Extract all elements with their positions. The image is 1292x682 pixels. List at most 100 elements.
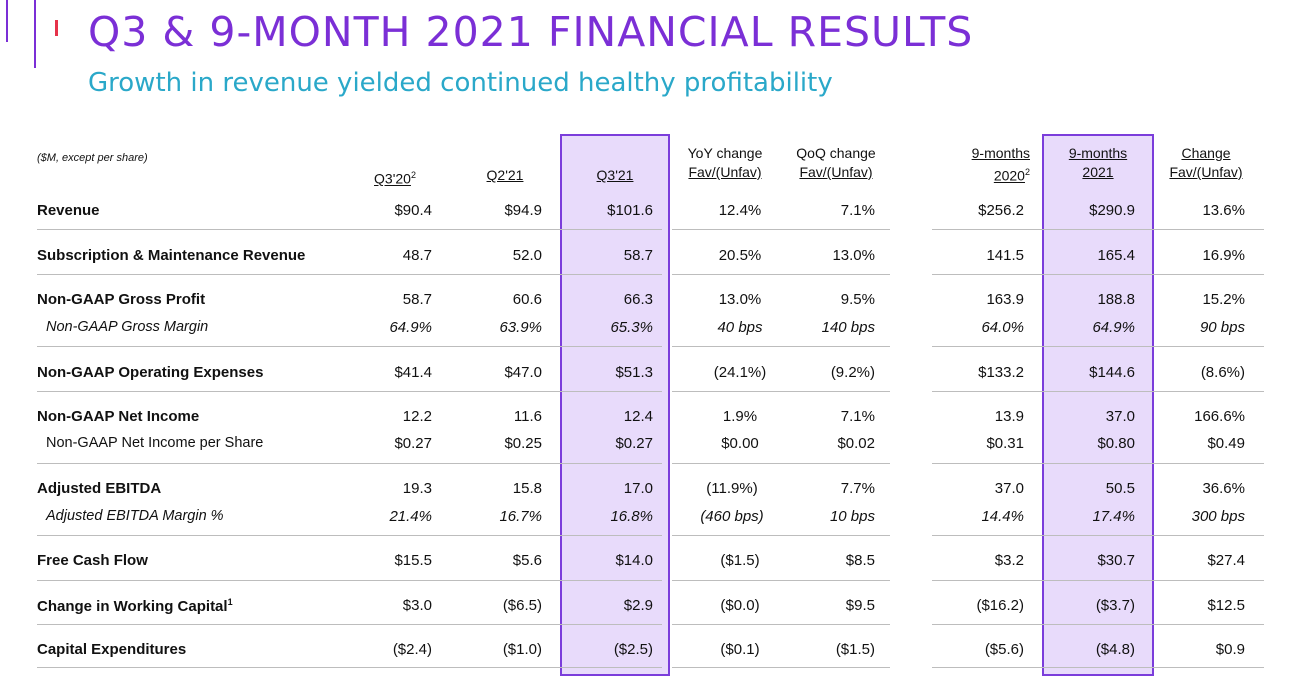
col-header-yoy: YoY change Fav/(Unfav) bbox=[687, 145, 763, 180]
table-cell: ($2.5) bbox=[613, 641, 653, 658]
table-cell: ($1.5) bbox=[835, 641, 875, 658]
table-cell: $15.5 bbox=[394, 552, 432, 569]
q3-21-column-highlight bbox=[560, 134, 670, 676]
table-cell: 300 bps bbox=[1191, 508, 1245, 525]
table-cell: $0.25 bbox=[504, 435, 542, 452]
table-cell: 188.8 bbox=[1097, 291, 1135, 308]
page-title: Q3 & 9-MONTH 2021 FINANCIAL RESULTS bbox=[88, 8, 974, 56]
table-cell: 58.7 bbox=[623, 247, 653, 264]
table-cell: $0.80 bbox=[1097, 435, 1135, 452]
row-label-adjusted-ebitda: Adjusted EBITDA bbox=[37, 480, 162, 497]
table-cell: $0.31 bbox=[986, 435, 1024, 452]
row-divider bbox=[37, 274, 662, 275]
row-label-subscription: Subscription & Maintenance Revenue bbox=[37, 247, 306, 264]
row-label-working-capital: Change in Working Capital1 bbox=[37, 597, 233, 615]
col-header-9m-2021: 9-months 2021 bbox=[1068, 145, 1128, 180]
table-cell: ($0.0) bbox=[720, 597, 760, 614]
table-cell: ($1.0) bbox=[502, 641, 542, 658]
table-cell: $256.2 bbox=[978, 202, 1024, 219]
table-cell: 36.6% bbox=[1202, 480, 1245, 497]
col-header-change: Change Fav/(Unfav) bbox=[1169, 145, 1243, 180]
table-cell: $5.6 bbox=[512, 552, 542, 569]
table-cell: 37.0 bbox=[1105, 408, 1135, 425]
table-cell: $290.9 bbox=[1089, 202, 1135, 219]
row-label-adjusted-ebitda-margin: Adjusted EBITDA Margin % bbox=[46, 508, 224, 524]
table-cell: 15.8 bbox=[512, 480, 542, 497]
table-cell: 64.9% bbox=[1092, 319, 1135, 336]
table-cell: 64.0% bbox=[981, 319, 1024, 336]
row-divider bbox=[932, 229, 1264, 230]
table-cell: 10 bps bbox=[829, 508, 875, 525]
table-cell: 165.4 bbox=[1097, 247, 1135, 264]
table-cell: 9.5% bbox=[840, 291, 875, 308]
table-cell: (9.2%) bbox=[830, 364, 875, 381]
row-divider bbox=[37, 391, 662, 392]
table-cell: $90.4 bbox=[394, 202, 432, 219]
row-divider bbox=[37, 229, 662, 230]
table-cell: 50.5 bbox=[1105, 480, 1135, 497]
table-cell: $0.9 bbox=[1215, 641, 1245, 658]
table-cell: 63.9% bbox=[499, 319, 542, 336]
row-divider bbox=[932, 667, 1264, 668]
row-divider bbox=[37, 535, 662, 536]
table-cell: 166.6% bbox=[1194, 408, 1245, 425]
row-label-gross-profit: Non-GAAP Gross Profit bbox=[37, 291, 206, 308]
table-cell: $133.2 bbox=[978, 364, 1024, 381]
row-divider bbox=[932, 535, 1264, 536]
table-cell: 64.9% bbox=[389, 319, 432, 336]
table-cell: 1.9% bbox=[722, 408, 758, 425]
table-cell: 65.3% bbox=[610, 319, 653, 336]
row-divider bbox=[37, 346, 662, 347]
table-cell: 7.1% bbox=[840, 408, 875, 425]
table-cell: 12.2 bbox=[402, 408, 432, 425]
row-divider bbox=[932, 391, 1264, 392]
table-cell: 7.1% bbox=[840, 202, 875, 219]
col-header-q3-20: Q3'202 bbox=[374, 170, 416, 187]
table-cell: $144.6 bbox=[1089, 364, 1135, 381]
table-cell: 13.0% bbox=[832, 247, 875, 264]
table-cell: $94.9 bbox=[504, 202, 542, 219]
row-divider bbox=[672, 274, 890, 275]
row-divider bbox=[932, 624, 1264, 625]
table-cell: (24.1%) bbox=[713, 364, 767, 381]
row-label-gross-margin: Non-GAAP Gross Margin bbox=[46, 319, 209, 335]
table-cell: (11.9%) bbox=[706, 480, 758, 497]
table-cell: $12.5 bbox=[1207, 597, 1245, 614]
left-accent-bar bbox=[6, 0, 8, 42]
page-subtitle: Growth in revenue yielded continued heal… bbox=[88, 68, 833, 98]
table-cell: 16.8% bbox=[610, 508, 653, 525]
left-accent-bar bbox=[34, 0, 36, 68]
table-cell: ($5.6) bbox=[984, 641, 1024, 658]
table-cell: 48.7 bbox=[402, 247, 432, 264]
table-cell: $14.0 bbox=[615, 552, 653, 569]
table-cell: ($4.8) bbox=[1095, 641, 1135, 658]
9-months-2021-column-highlight bbox=[1042, 134, 1154, 676]
table-cell: 16.9% bbox=[1202, 247, 1245, 264]
table-cell: 13.6% bbox=[1202, 202, 1245, 219]
row-divider bbox=[932, 274, 1264, 275]
table-cell: $0.27 bbox=[394, 435, 432, 452]
table-cell: $27.4 bbox=[1207, 552, 1245, 569]
row-divider bbox=[37, 624, 662, 625]
table-cell: (8.6%) bbox=[1200, 364, 1245, 381]
table-cell: $3.2 bbox=[994, 552, 1024, 569]
row-divider bbox=[672, 391, 890, 392]
row-divider bbox=[672, 580, 890, 581]
table-cell: $47.0 bbox=[504, 364, 542, 381]
table-cell: 12.4 bbox=[623, 408, 653, 425]
table-cell: 13.0% bbox=[718, 291, 762, 308]
table-cell: ($2.4) bbox=[392, 641, 432, 658]
table-cell: $2.9 bbox=[623, 597, 653, 614]
col-header-9m-2020: 9-months 20202 bbox=[971, 145, 1030, 184]
table-cell: (460 bps) bbox=[700, 508, 764, 525]
col-header-q2-21: Q2'21 bbox=[486, 167, 524, 183]
table-cell: 11.6 bbox=[513, 408, 542, 425]
table-cell: 21.4% bbox=[389, 508, 432, 525]
table-cell: ($16.2) bbox=[976, 597, 1024, 614]
table-cell: $0.49 bbox=[1207, 435, 1245, 452]
table-cell: $0.02 bbox=[837, 435, 875, 452]
row-divider bbox=[37, 463, 662, 464]
table-cell: 15.2% bbox=[1202, 291, 1245, 308]
table-cell: 17.0 bbox=[623, 480, 653, 497]
row-divider bbox=[672, 535, 890, 536]
